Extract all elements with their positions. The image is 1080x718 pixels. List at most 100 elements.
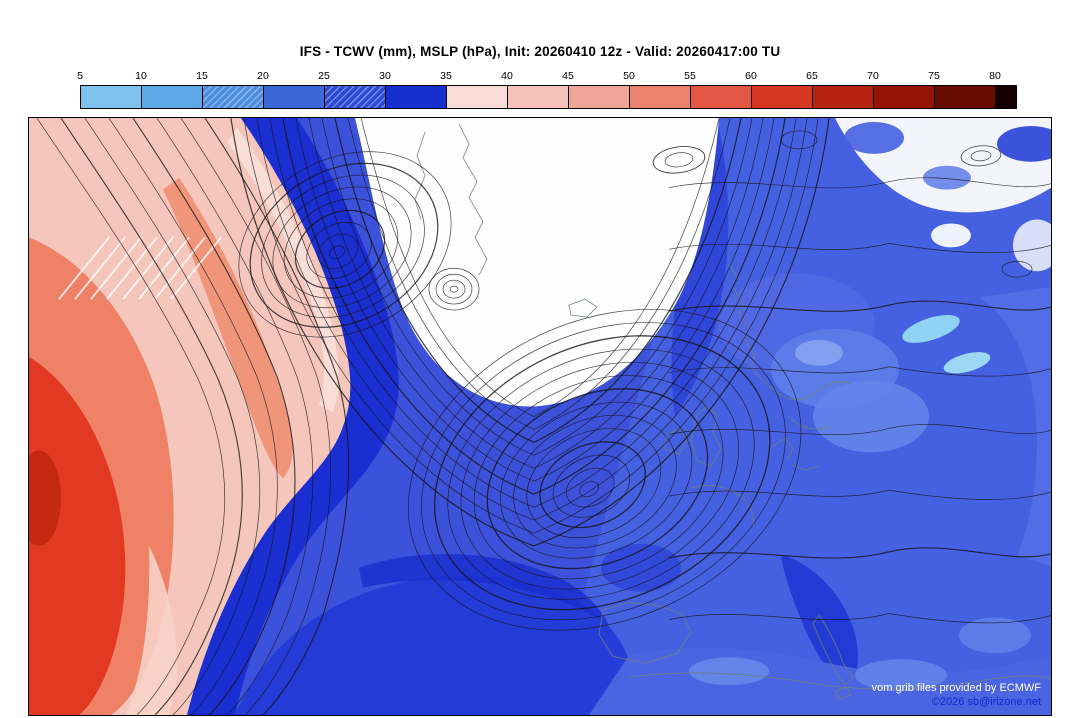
isobar-contour (84, 118, 261, 715)
colorbar-tick-label: 20 (257, 70, 269, 82)
isobar-contour (668, 177, 1051, 189)
isobar-contour (230, 118, 830, 547)
isobar-contour (473, 375, 724, 580)
isobar-contour (60, 118, 243, 715)
colorbar: 5 10 15 20 25 30 35 40 45 50 55 60 65 70 75 80 (0, 70, 1080, 112)
isobar-contour (460, 361, 739, 590)
isobar-contour (428, 267, 480, 311)
colorbar-segment (325, 86, 386, 108)
isobar-contour (238, 151, 452, 338)
isobar-contour (321, 118, 753, 456)
isobar-contour (668, 366, 1051, 377)
isobar-contour (668, 489, 1051, 500)
colorbar-tick-label: 70 (867, 70, 879, 82)
isobar-contour (668, 243, 1051, 254)
colorbar-tick-label: 15 (196, 70, 208, 82)
colorbar-tick-label: 65 (806, 70, 818, 82)
colorbar-tick-label: 5 (77, 70, 83, 82)
colorbar-segment (874, 86, 935, 108)
isobar-contour (132, 118, 296, 715)
attribution-copyright: ©2026 sb@irizone.net (931, 696, 1041, 708)
isobar-contour (283, 198, 399, 299)
isobar-contour (180, 118, 331, 715)
colorbar-tick-label: 40 (501, 70, 513, 82)
isobar-contour (433, 335, 771, 611)
colorbar-segment (569, 86, 630, 108)
isobar-contour (282, 118, 786, 495)
isobar-contour (526, 428, 662, 539)
isobar-contour (243, 118, 819, 534)
isobar-contour (970, 150, 992, 162)
colorbar-segment (203, 86, 264, 108)
isobar-contour (204, 118, 350, 715)
isobar-contour (449, 285, 459, 293)
isobar-contour (295, 118, 775, 482)
isobar-contour (261, 174, 425, 318)
colorbar-segment (813, 86, 874, 108)
isobar-contour (780, 130, 818, 150)
isobar-contour (360, 118, 720, 417)
isobar-contour (513, 414, 677, 549)
colorbar-segment (447, 86, 508, 108)
isobar-contour (579, 481, 599, 498)
colorbar-segment (996, 86, 1016, 108)
isobar-contour (442, 279, 466, 299)
isobar-contour (249, 162, 439, 328)
isobar-contour (407, 308, 802, 631)
map-svg (29, 118, 1051, 715)
colorbar-segment (935, 86, 996, 108)
map-attribution: vom grib files provided by ECMWF ©2026 s… (872, 681, 1041, 709)
colorbar-tick-label: 25 (318, 70, 330, 82)
colorbar-segment (81, 86, 142, 108)
isobar-contour (435, 273, 473, 305)
isobar-contour (960, 145, 1002, 167)
colorbar-tick-label: 50 (623, 70, 635, 82)
isobar-contour (552, 454, 631, 518)
isobar-contour (668, 613, 1051, 624)
isobar-contour (156, 118, 314, 715)
colorbar-tick-label: 80 (989, 70, 1001, 82)
colorbar-tick-label: 55 (684, 70, 696, 82)
pressure-contours (36, 118, 1051, 715)
isobar-contour (539, 441, 646, 529)
colorbar-tick-label: 45 (562, 70, 574, 82)
colorbar-segment (142, 86, 203, 108)
colorbar-tick-label: 35 (440, 70, 452, 82)
map-canvas: vom grib files provided by ECMWF ©2026 s… (28, 117, 1052, 716)
isobar-contour (652, 146, 706, 174)
coastlines (414, 123, 1051, 700)
isobar-contour (269, 118, 797, 508)
colorbar-segment (691, 86, 752, 108)
hatch-lines (58, 236, 222, 300)
isobar-contour (421, 322, 786, 621)
isobar-contour (668, 300, 1051, 312)
colorbar-cells (80, 85, 1017, 109)
colorbar-tick-label: 10 (135, 70, 147, 82)
isobar-contour (668, 547, 1051, 559)
colorbar-tick-label: 60 (745, 70, 757, 82)
isobar-contour (447, 348, 755, 600)
isobar-contour (334, 118, 742, 444)
isobar-contour (565, 467, 615, 508)
colorbar-segment (630, 86, 691, 108)
isobar-contour (329, 245, 345, 260)
isobar-contour (108, 118, 278, 715)
colorbar-ticks: 5 10 15 20 25 30 35 40 45 50 55 60 65 70 75 80 (0, 70, 1080, 83)
attribution-provider: vom grib files provided by ECMWF (871, 682, 1041, 694)
isobar-contour (308, 118, 764, 469)
colorbar-segment (752, 86, 813, 108)
colorbar-segment (264, 86, 325, 108)
isobar-contour (256, 118, 808, 521)
isobar-contour (664, 152, 694, 168)
colorbar-tick-label: 75 (928, 70, 940, 82)
colorbar-segment (508, 86, 569, 108)
isobar-contour (317, 233, 359, 269)
isobar-contour (1001, 260, 1033, 278)
map-title: IFS - TCWV (mm), MSLP (hPa), Init: 20260… (299, 44, 781, 59)
isobar-contour (36, 118, 226, 715)
colorbar-tick-label: 30 (379, 70, 391, 82)
isobar-contour (347, 118, 731, 430)
isobar-contour (668, 424, 1051, 436)
tcwv-shading (29, 118, 1051, 715)
